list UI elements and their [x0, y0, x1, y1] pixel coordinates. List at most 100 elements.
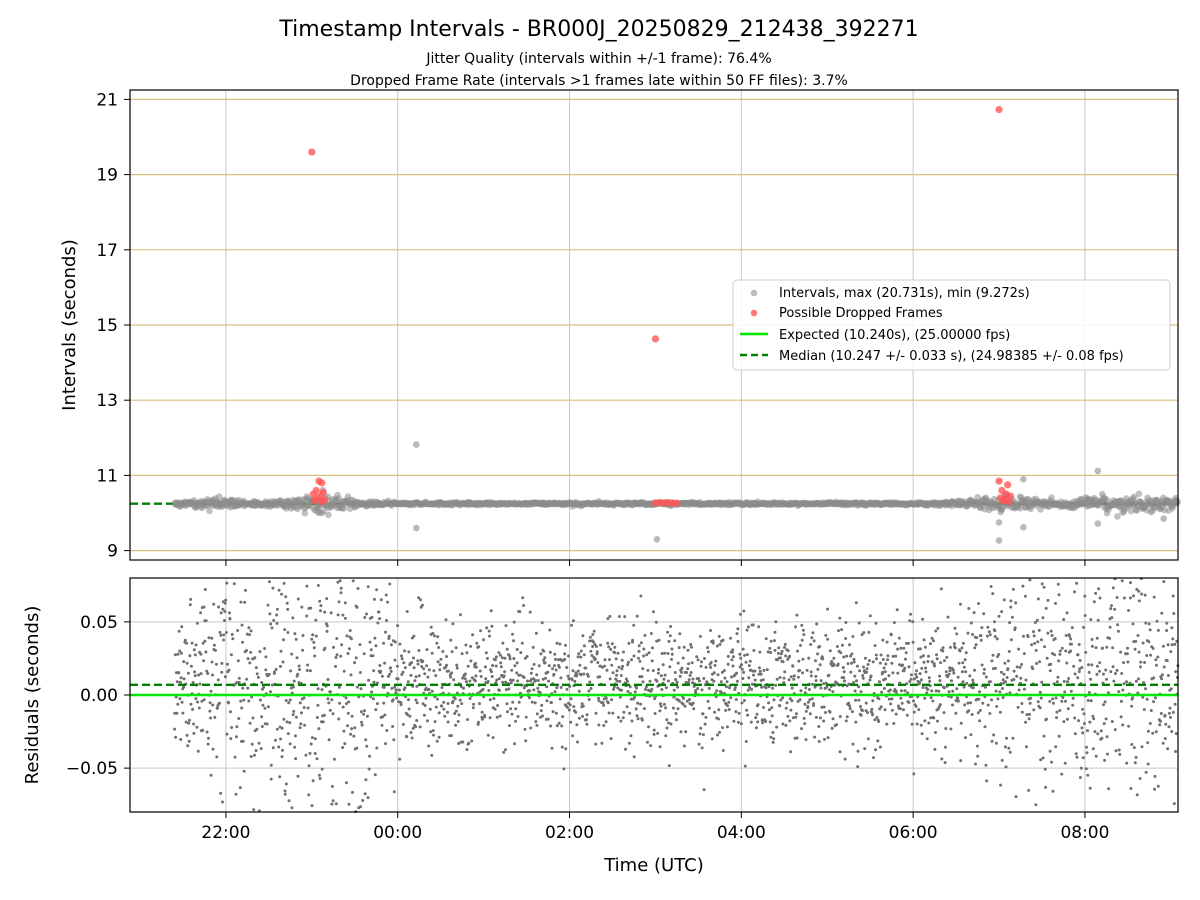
- residual-point: [1012, 678, 1016, 681]
- residual-point: [1093, 730, 1097, 734]
- residual-point: [424, 696, 428, 700]
- residual-point: [655, 679, 659, 683]
- residual-point: [845, 654, 849, 658]
- residual-point: [1064, 649, 1068, 653]
- residual-point: [794, 715, 798, 719]
- residual-point: [669, 625, 673, 628]
- residual-point: [429, 730, 433, 734]
- residual-point: [330, 698, 334, 702]
- residual-point: [504, 624, 508, 628]
- residual-point: [808, 712, 812, 716]
- residual-point: [882, 687, 886, 690]
- residual-point: [313, 654, 317, 658]
- residual-point: [770, 714, 774, 718]
- residual-point: [1009, 638, 1013, 642]
- residual-point: [294, 637, 298, 641]
- residual-point: [271, 746, 275, 750]
- residual-point: [832, 663, 836, 667]
- residual-point: [336, 580, 340, 584]
- residual-point: [249, 629, 253, 633]
- residual-point: [1018, 665, 1022, 669]
- residual-point: [200, 699, 204, 703]
- residual-point: [773, 648, 777, 652]
- residual-point: [513, 742, 517, 746]
- residual-point: [219, 633, 223, 637]
- residual-point: [523, 727, 527, 731]
- residual-point: [315, 757, 319, 761]
- residual-point: [640, 675, 644, 679]
- residual-point: [788, 719, 792, 723]
- residual-point: [281, 748, 284, 752]
- residual-point: [1021, 584, 1025, 588]
- residual-point: [509, 678, 512, 682]
- chart-subtitle-jitter: Jitter Quality (intervals within +/-1 fr…: [425, 51, 771, 67]
- residual-point: [338, 701, 342, 705]
- residual-point: [947, 690, 951, 694]
- residual-point: [1114, 672, 1117, 675]
- residual-point: [579, 649, 583, 653]
- residual-point: [774, 620, 778, 624]
- residual-point: [899, 696, 903, 700]
- residual-point: [844, 719, 848, 723]
- residual-point: [356, 587, 360, 590]
- residual-point: [939, 661, 943, 665]
- residual-point: [762, 668, 766, 672]
- residual-point: [353, 661, 357, 665]
- residual-point: [726, 704, 730, 708]
- residual-point: [883, 708, 887, 712]
- residual-point: [330, 802, 334, 806]
- legend-label-expected: Expected (10.240s), (25.00000 fps): [779, 328, 1010, 343]
- residual-point: [327, 738, 331, 742]
- residual-point: [1000, 758, 1004, 762]
- residual-point: [431, 729, 435, 733]
- residual-point: [879, 705, 883, 709]
- residual-point: [618, 695, 622, 699]
- residual-point: [450, 650, 454, 654]
- residual-point: [260, 681, 264, 684]
- x-tick-label: 06:00: [889, 823, 938, 843]
- residual-point: [1172, 612, 1176, 615]
- residual-point: [255, 672, 259, 676]
- residual-point: [551, 710, 555, 714]
- residual-point: [222, 633, 226, 637]
- residual-point: [928, 679, 932, 683]
- residual-point: [999, 783, 1002, 787]
- residual-point: [250, 695, 254, 699]
- residual-point: [454, 723, 458, 727]
- residual-point: [477, 720, 480, 724]
- residual-point: [1057, 659, 1061, 663]
- residual-point: [502, 674, 506, 678]
- residuals-panel: −0.050.000.05 22:00 00:00 02:00 04:00 06:00 0…: [22, 577, 1180, 876]
- residual-point: [615, 669, 619, 673]
- residual-point: [1040, 582, 1044, 586]
- residual-point: [359, 710, 363, 714]
- residual-point: [444, 618, 448, 622]
- residual-point: [774, 683, 778, 687]
- residual-point: [237, 681, 241, 684]
- residual-point: [617, 665, 621, 669]
- residual-point: [480, 710, 484, 714]
- residual-point: [667, 721, 671, 725]
- residual-point: [944, 670, 948, 674]
- residual-point: [929, 696, 933, 700]
- residual-point: [385, 729, 389, 732]
- residual-point: [509, 681, 513, 685]
- residual-point: [318, 599, 322, 603]
- residual-point: [778, 676, 782, 679]
- residual-point: [850, 652, 854, 656]
- residual-point: [969, 621, 973, 625]
- residual-point: [628, 685, 632, 689]
- residual-point: [637, 656, 640, 660]
- residual-point: [978, 708, 982, 712]
- residual-point: [329, 690, 332, 694]
- residual-point: [1166, 674, 1170, 677]
- residual-point: [494, 655, 498, 659]
- residual-point: [700, 660, 703, 664]
- residual-point: [390, 686, 394, 690]
- residual-point: [825, 685, 829, 689]
- residual-point: [297, 664, 301, 668]
- residual-point: [884, 677, 887, 681]
- residual-point: [1048, 699, 1052, 703]
- residual-point: [1004, 680, 1008, 684]
- residual-point: [864, 701, 868, 705]
